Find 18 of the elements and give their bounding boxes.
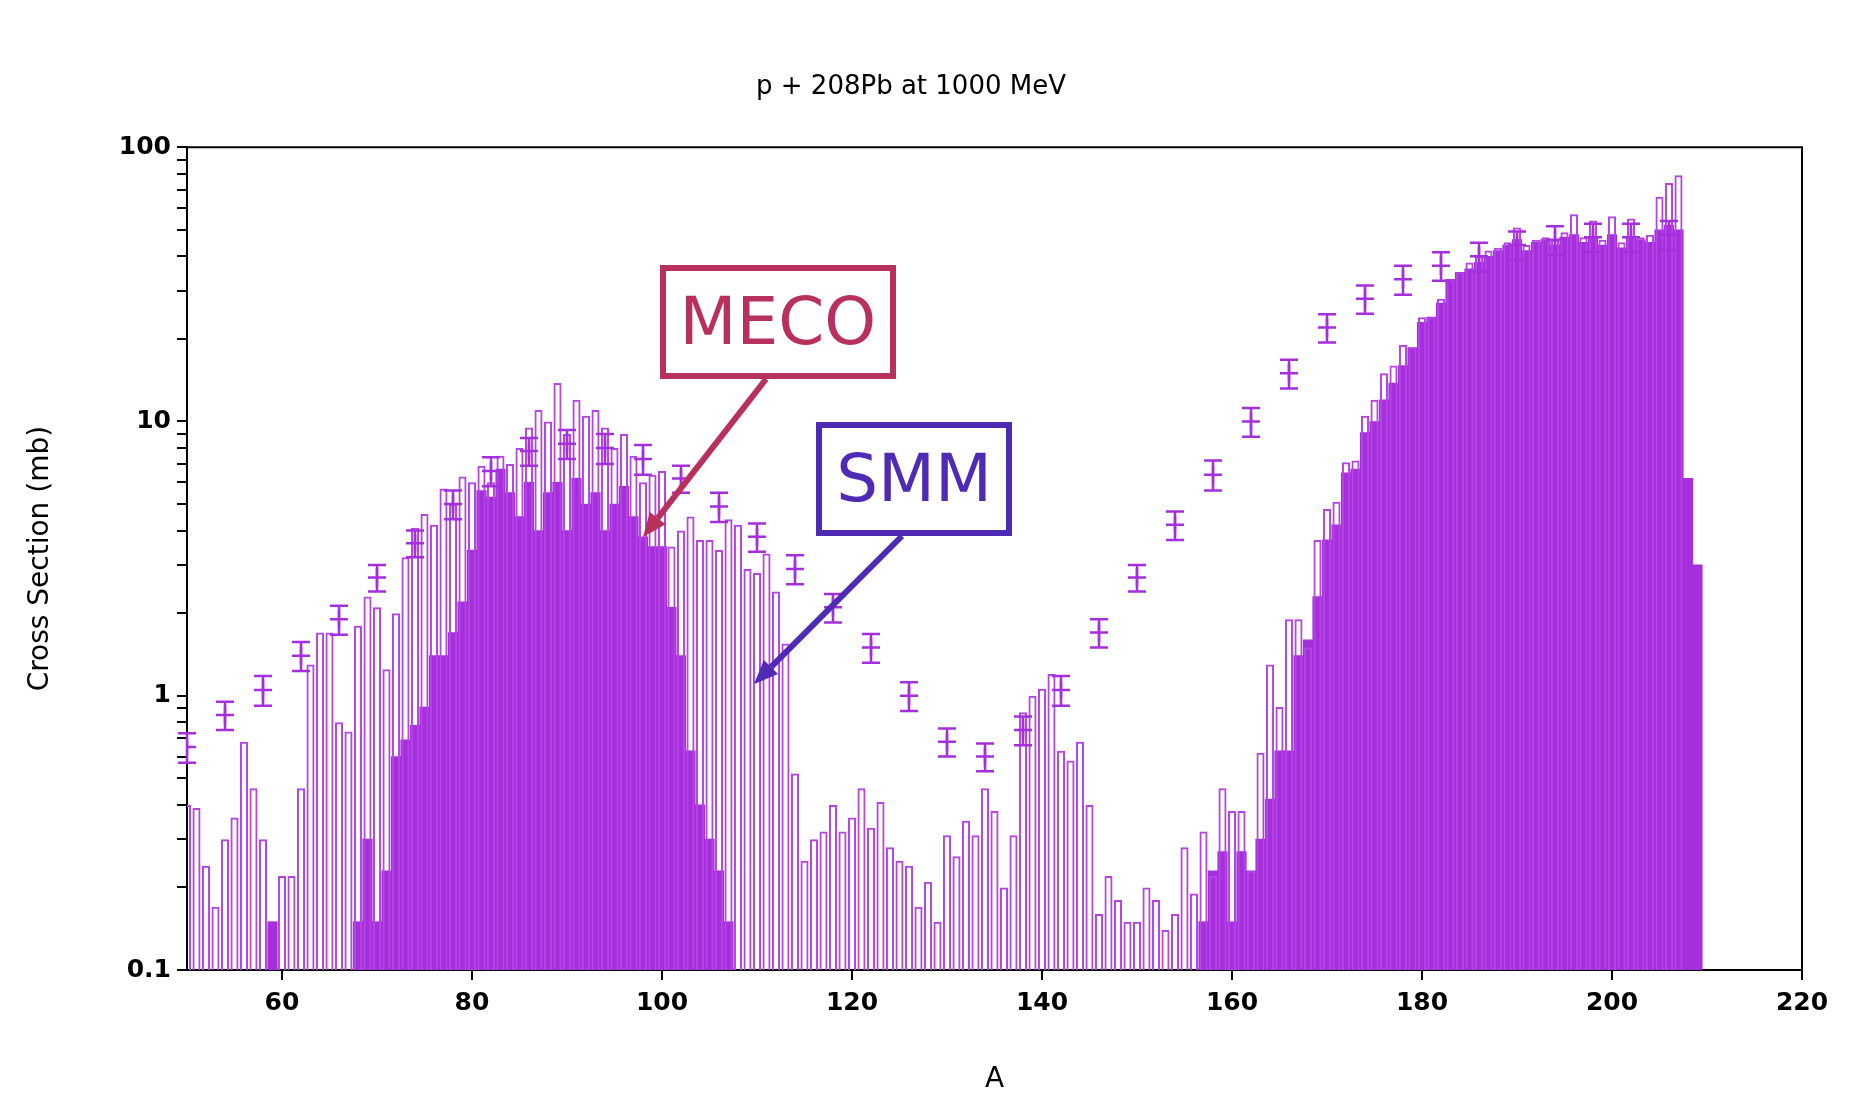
x-tick-label: 200	[1585, 986, 1639, 1016]
y-tick-label: 10	[136, 404, 171, 434]
x-tick-label: 120	[825, 986, 879, 1016]
y-tick-label: 0.1	[126, 953, 171, 983]
x-axis-title: A	[984, 1061, 1005, 1095]
chart-title: p + 208Pb at 1000 MeV	[756, 70, 1067, 101]
annotation: SMM	[816, 422, 1012, 537]
x-tick-label: 140	[1015, 986, 1069, 1016]
x-tick-label: 160	[1205, 986, 1259, 1016]
annotation: MECO	[659, 264, 897, 379]
y-tick-label: 1	[153, 679, 171, 709]
x-tick-label: 100	[635, 986, 689, 1016]
y-tick-label: 100	[118, 130, 171, 160]
x-tick-label: 220	[1775, 986, 1829, 1016]
y-axis-title: Cross Section (mb)	[22, 425, 56, 692]
x-tick-label: 180	[1395, 986, 1449, 1016]
x-tick-label: 80	[454, 986, 490, 1016]
x-tick-label: 60	[264, 986, 300, 1016]
